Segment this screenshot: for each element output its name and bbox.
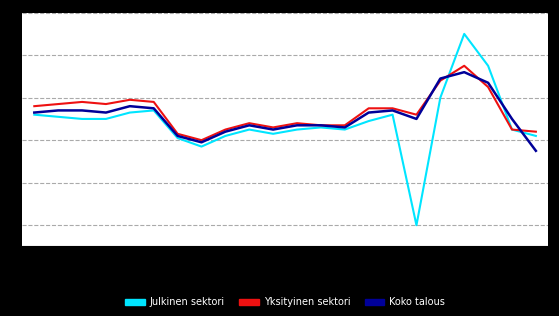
- Legend: Julkinen sektori, Yksityinen sektori, Koko talous: Julkinen sektori, Yksityinen sektori, Ko…: [121, 294, 449, 311]
